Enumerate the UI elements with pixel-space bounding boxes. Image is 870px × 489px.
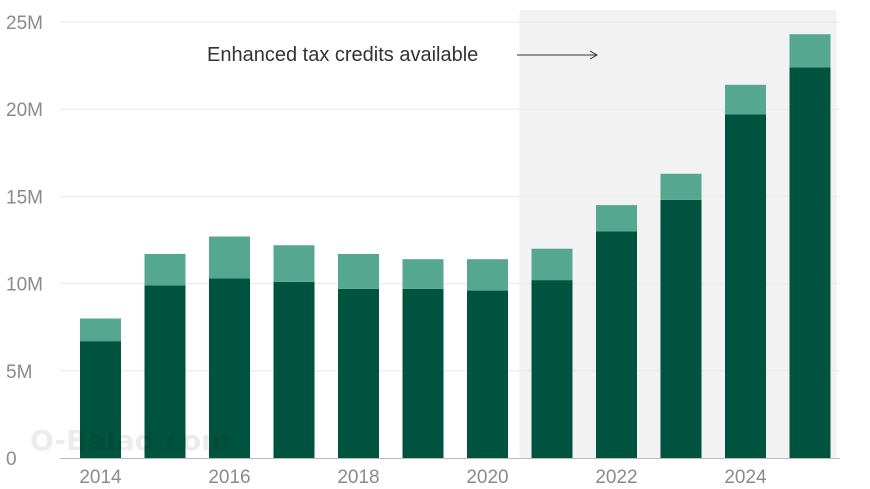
y-tick-label-20M: 20M	[6, 100, 43, 121]
x-tick-label-2018: 2018	[337, 467, 379, 488]
y-tick-label-5M: 5M	[6, 362, 32, 383]
bar-base-2016	[209, 278, 250, 458]
x-tick-label-2016: 2016	[208, 467, 250, 488]
bar-top-2022	[596, 205, 637, 232]
bar-base-2014	[80, 341, 121, 458]
y-tick-label-15M: 15M	[6, 187, 43, 208]
bar-base-2023	[660, 199, 702, 458]
x-tick-label-2014: 2014	[79, 467, 122, 488]
bar-top-2014	[80, 318, 121, 342]
y-tick-label-10M: 10M	[6, 275, 43, 296]
bar-top-2015	[144, 253, 186, 286]
x-tick-label-2020: 2020	[466, 467, 508, 488]
bar-top-2021	[531, 248, 573, 281]
bar-top-2020	[467, 259, 508, 291]
watermark: O-Balad.com	[30, 424, 230, 457]
bar-base-2024	[725, 114, 766, 458]
bar-base-2019	[402, 288, 444, 458]
bar-base-2018	[338, 288, 379, 458]
bar-top-2018	[338, 253, 379, 289]
annotation-text: Enhanced tax credits available	[207, 44, 478, 66]
bar-base-2015	[144, 285, 186, 458]
y-tick-label-0: 0	[6, 449, 17, 470]
x-axis-tick-labels: 2014 2016 2018 2020 2022 2024	[79, 467, 767, 488]
y-tick-label-25M: 25M	[6, 13, 43, 34]
bar-base-2021	[531, 280, 573, 458]
annotation-arrow	[517, 50, 599, 60]
bar-base-2022	[596, 231, 637, 458]
bar-base-2025	[789, 67, 831, 459]
bar-top-2019	[402, 259, 444, 289]
bar-base-2020	[467, 290, 508, 458]
bar-top-2025	[789, 34, 831, 68]
y-axis-tick-labels: 0 5M 10M 15M 20M 25M	[6, 13, 43, 470]
x-tick-label-2022: 2022	[595, 467, 637, 488]
bar-top-2016	[209, 236, 250, 279]
annotation-arrow-head	[589, 50, 599, 60]
bar-top-2023	[660, 173, 702, 200]
bar-base-2017	[273, 281, 315, 458]
gridlines	[60, 21, 840, 372]
bar-top-2017	[273, 245, 315, 282]
bars	[80, 34, 831, 459]
bar-top-2024	[725, 84, 766, 115]
x-tick-label-2024: 2024	[724, 467, 767, 488]
